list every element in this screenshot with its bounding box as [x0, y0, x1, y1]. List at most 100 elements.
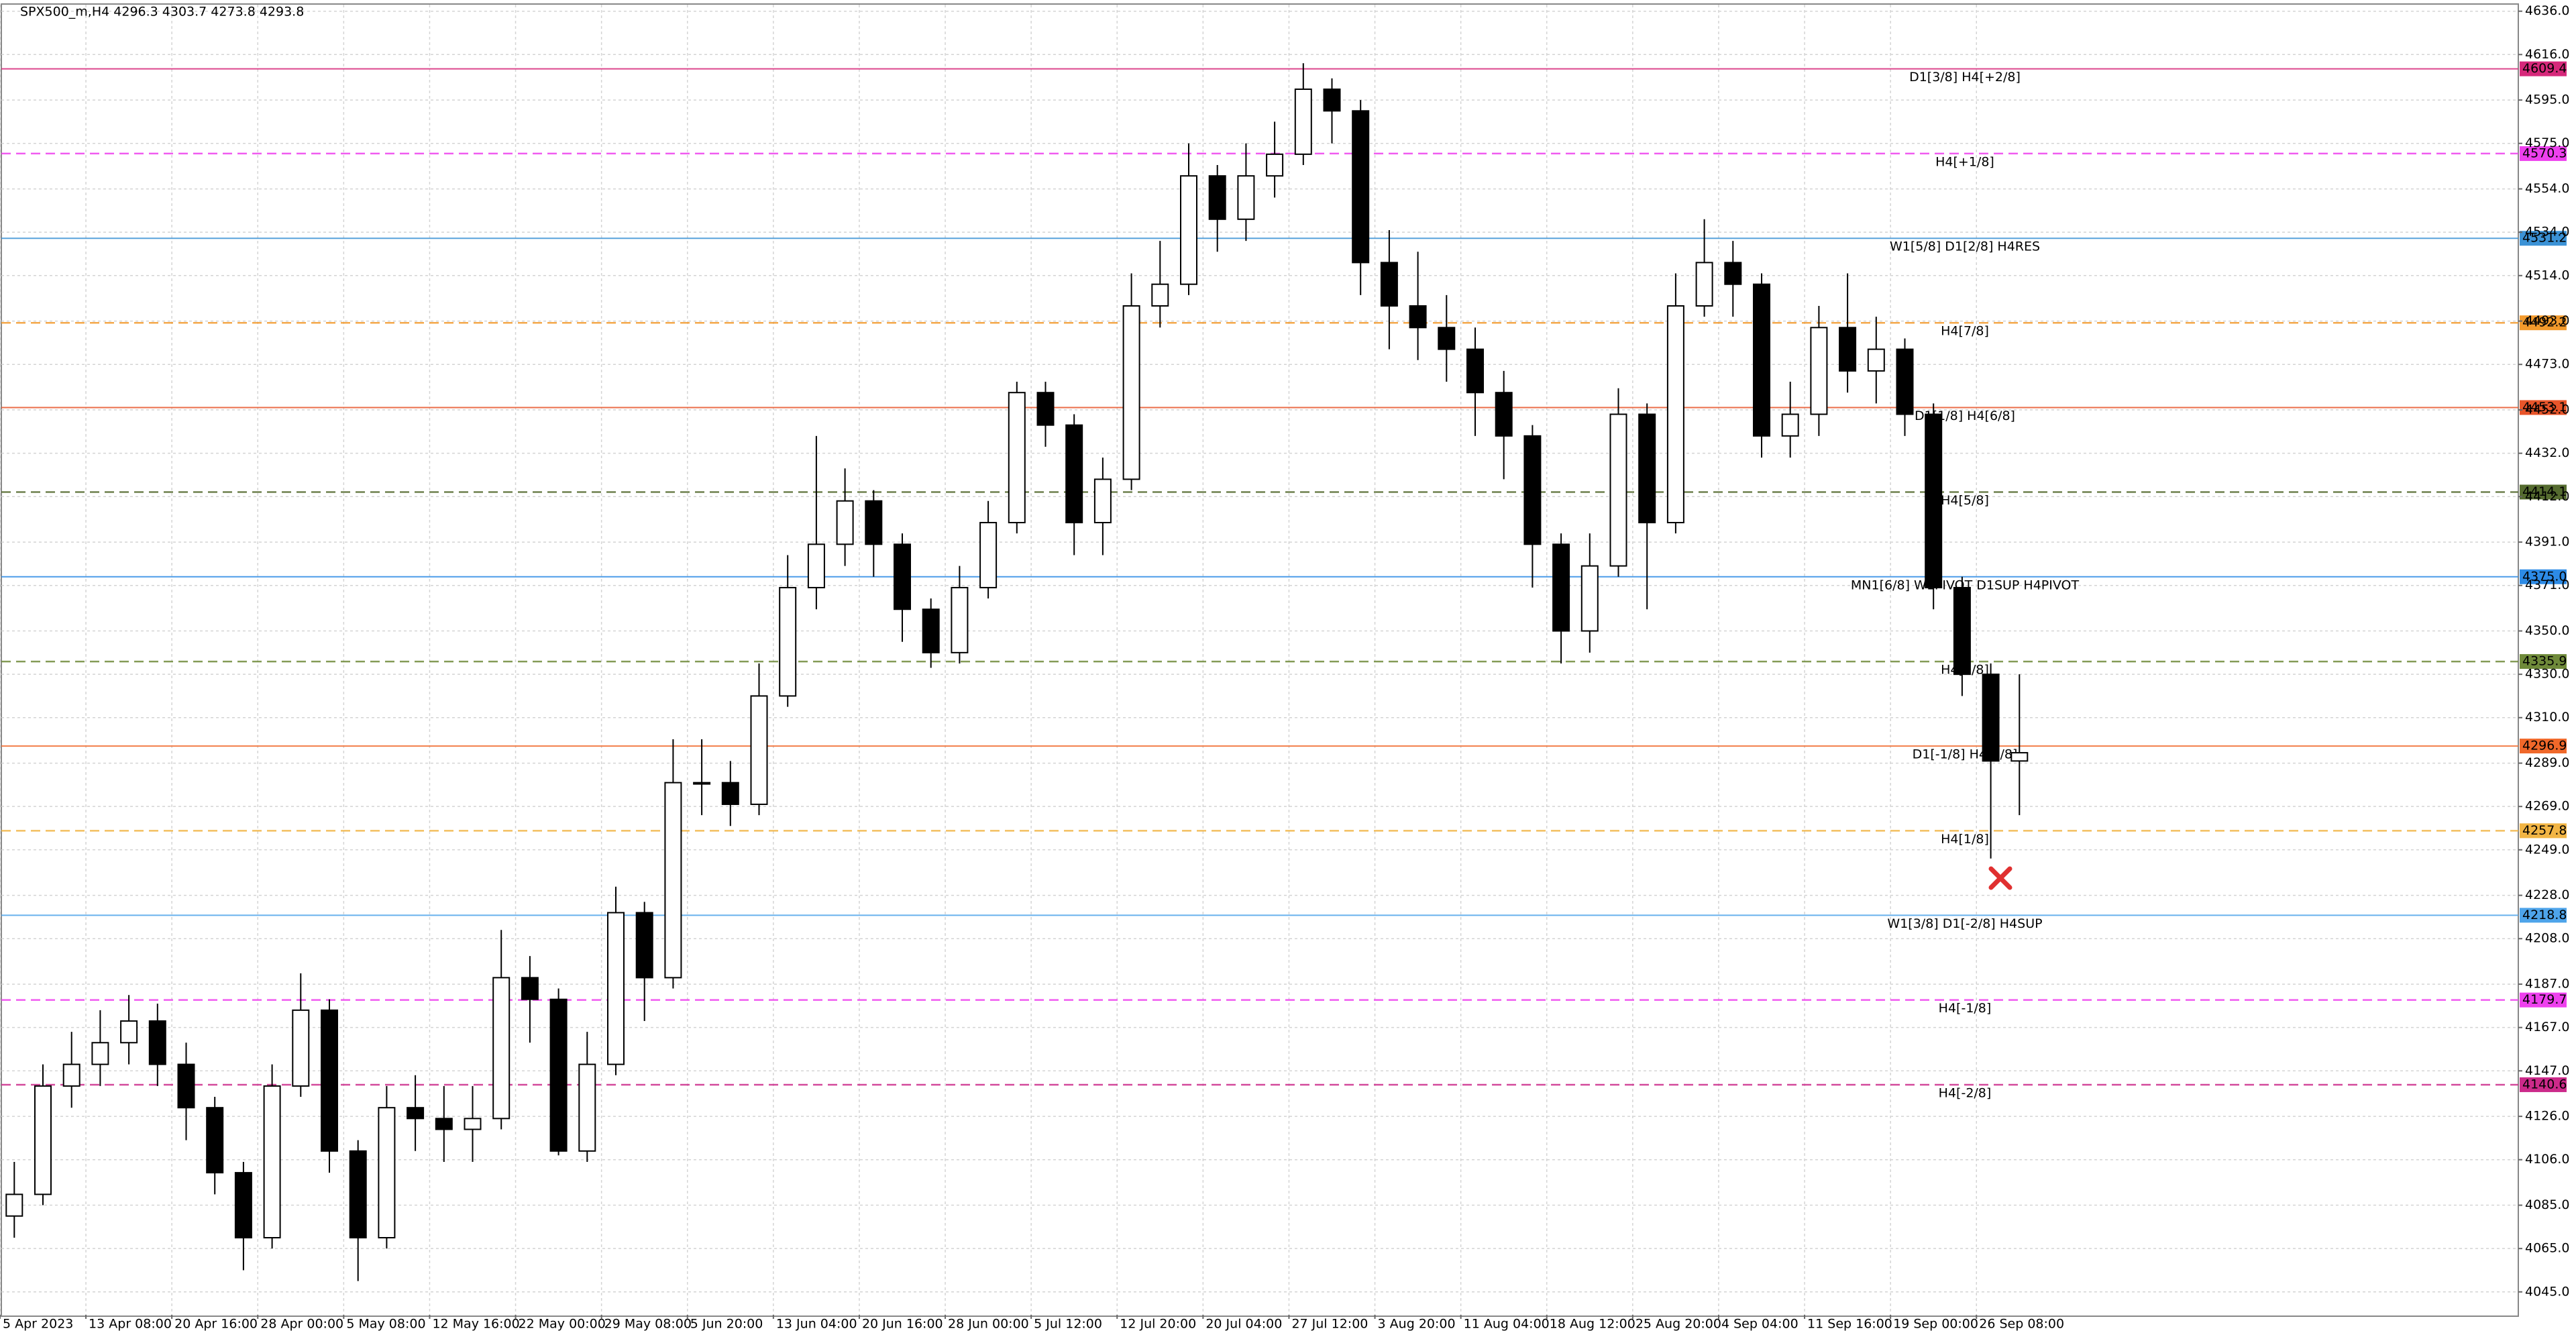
price-tag-label: 4492.2 — [2522, 315, 2567, 330]
x-tick-label: 13 Jun 04:00 — [776, 1317, 857, 1332]
candle-body — [1438, 327, 1456, 350]
candle-body — [865, 500, 883, 545]
candle-body — [1552, 543, 1570, 632]
candle-body — [1666, 305, 1684, 524]
x-tick-label: 18 Aug 12:00 — [1550, 1317, 1635, 1332]
candle-body — [1638, 413, 1656, 524]
candle-body — [693, 782, 711, 785]
y-tick-label: 4167.0 — [2525, 1020, 2569, 1034]
y-tick-label: 4575.0 — [2525, 136, 2569, 150]
axes: 4636.0 4616.0 4595.0 4575.0 4554.0 4534.0 4514… — [0, 3, 2569, 1332]
candle-body — [750, 695, 768, 805]
level-label: H4[+1/8] — [1935, 154, 1994, 169]
price-tag-label: 4531.2 — [2522, 231, 2567, 246]
x-tick-label: 20 Jul 04:00 — [1205, 1317, 1282, 1332]
candle-body — [1093, 478, 1112, 524]
candle-body — [1237, 175, 1255, 220]
y-tick-label: 4330.0 — [2525, 667, 2569, 682]
y-tick-label: 4269.0 — [2525, 799, 2569, 814]
x-tick-label: 28 Apr 00:00 — [260, 1317, 343, 1332]
candle-body — [292, 1009, 310, 1087]
candle-body — [5, 1193, 23, 1217]
candle-body — [148, 1020, 166, 1065]
x-tick-label: 12 May 16:00 — [432, 1317, 519, 1332]
candle-body — [263, 1085, 281, 1239]
y-tick-label: 4208.0 — [2525, 931, 2569, 946]
candle-body — [1839, 327, 1857, 372]
level-label: H4[5/8] — [1941, 493, 1989, 508]
y-tick-label: 4085.0 — [2525, 1197, 2569, 1212]
candle-body — [721, 782, 739, 805]
level-label: D1[3/8] H4[+2/8] — [1909, 70, 2021, 85]
price-tag — [2520, 61, 2567, 76]
candle-body — [1323, 88, 1341, 112]
price-tag-label: 4375.0 — [2522, 569, 2567, 584]
y-tick-label: 4228.0 — [2525, 888, 2569, 902]
candle-body — [951, 586, 969, 653]
price-tag — [2520, 315, 2567, 331]
x-tick-label: 29 May 08:00 — [604, 1317, 692, 1332]
candle-body — [635, 912, 653, 979]
candle-body — [607, 912, 625, 1065]
y-tick-label: 4616.0 — [2525, 47, 2569, 62]
price-tag-label: 4609.4 — [2522, 61, 2567, 76]
level-label: MN1[6/8] W1PIVOT D1SUP H4PIVOT — [1851, 578, 2080, 592]
candle-body — [979, 522, 998, 588]
candle-body — [1781, 413, 1799, 437]
candle-body — [1380, 262, 1398, 307]
x-tick-label: 11 Aug 04:00 — [1464, 1317, 1550, 1332]
candle-body — [578, 1063, 596, 1152]
candle-body — [120, 1020, 138, 1044]
y-tick-label: 4350.0 — [2525, 623, 2569, 638]
candle-body — [1122, 305, 1140, 480]
candle-body — [1523, 435, 1542, 545]
candle-body — [91, 1042, 109, 1065]
price-tag — [2520, 908, 2567, 923]
candle-body — [1896, 348, 1914, 415]
price-tag — [2520, 654, 2567, 670]
candle-body — [922, 608, 940, 653]
price-tag-label: 4179.7 — [2522, 992, 2567, 1007]
price-tag — [2520, 1077, 2567, 1092]
candle-body — [549, 998, 568, 1152]
price-tag-label: 4453.1 — [2522, 400, 2567, 415]
candle-body — [1753, 283, 1770, 437]
candles — [5, 63, 2029, 1281]
x-tick-label: 12 Jul 20:00 — [1120, 1317, 1196, 1332]
level-label: W1[3/8] D1[-2/8] H4SUP — [1887, 916, 2042, 931]
price-tag — [2520, 400, 2567, 415]
y-tick-label: 4310.0 — [2525, 710, 2569, 725]
cross-stroke — [1988, 866, 2012, 890]
y-tick-label: 4554.0 — [2525, 181, 2569, 196]
candle-body — [1266, 153, 1284, 177]
y-tick-label: 4534.0 — [2525, 225, 2569, 239]
levels: D1[3/8] H4[+2/8] 4609.4 H4[+1/8] 4570.3 W1[5… — [1, 61, 2567, 1100]
candle-body — [464, 1118, 482, 1130]
candle-body — [1294, 88, 1312, 155]
x-tick-label: 26 Sep 08:00 — [1979, 1317, 2064, 1332]
candle-body — [1810, 327, 1828, 415]
price-tag — [2520, 739, 2567, 754]
y-tick-label: 4371.0 — [2525, 578, 2569, 592]
candle-body — [177, 1063, 195, 1109]
candle-body — [1609, 413, 1627, 567]
x-tick-label: 11 Sep 16:00 — [1807, 1317, 1892, 1332]
candle-body — [1352, 110, 1370, 264]
grid — [0, 5, 2518, 1315]
candle-body — [1953, 586, 1971, 676]
x-tick-label: 13 Apr 08:00 — [89, 1317, 172, 1332]
price-tag — [2520, 231, 2567, 246]
x-tick-label: 27 Jul 12:00 — [1291, 1317, 1368, 1332]
candle-body — [1695, 262, 1713, 307]
candle-body — [1036, 392, 1055, 426]
candle-body — [1208, 175, 1226, 220]
y-tick-label: 4045.0 — [2525, 1284, 2569, 1299]
y-tick-label: 4595.0 — [2525, 93, 2569, 107]
candle-body — [836, 500, 854, 545]
candle-body — [2010, 752, 2029, 762]
x-tick-label: 25 Aug 20:00 — [1635, 1317, 1721, 1332]
level-label: H4[-2/8] — [1939, 1085, 1992, 1100]
candle-body — [894, 543, 911, 610]
price-tag-label: 4140.6 — [2522, 1077, 2567, 1091]
